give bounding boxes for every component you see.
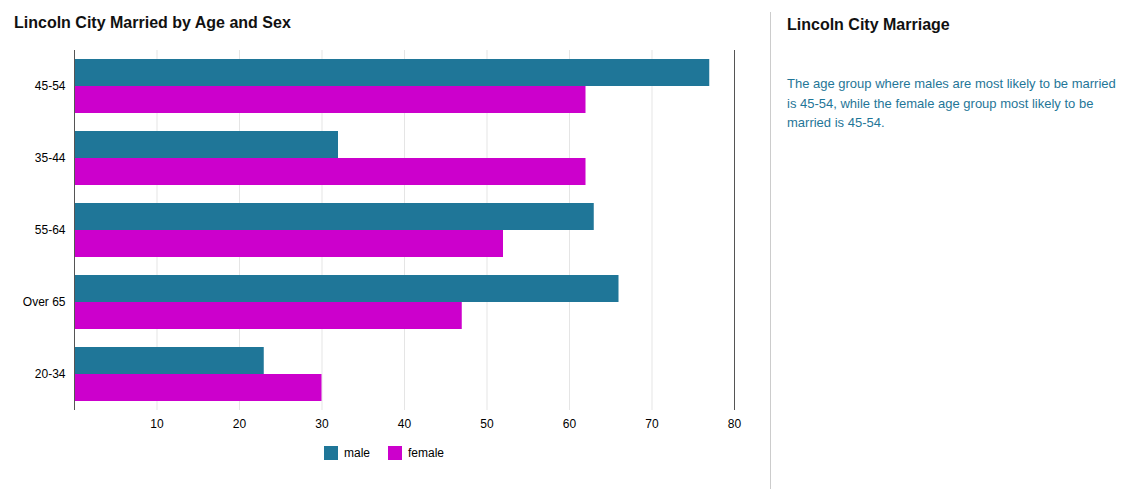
html-text:female: female bbox=[408, 446, 444, 460]
svg-text:Over 65: Over 65 bbox=[23, 295, 66, 309]
html-text:Lincoln City Marriage: Lincoln City Marriage bbox=[787, 16, 950, 33]
svg-text:35-44: 35-44 bbox=[35, 151, 66, 165]
svg-text:10: 10 bbox=[150, 417, 164, 431]
svg-text:20: 20 bbox=[233, 417, 247, 431]
svg-text:50: 50 bbox=[480, 417, 494, 431]
svg-text:60: 60 bbox=[563, 417, 577, 431]
svg-text:45-54: 45-54 bbox=[35, 79, 66, 93]
html-text:Lincoln City Married by Age an: Lincoln City Married by Age and Sex bbox=[14, 14, 291, 31]
svg-text:80: 80 bbox=[728, 417, 742, 431]
svg-text:40: 40 bbox=[398, 417, 412, 431]
html-text:male: male bbox=[344, 446, 370, 460]
svg-text:70: 70 bbox=[645, 417, 659, 431]
svg-text:55-64: 55-64 bbox=[35, 223, 66, 237]
svg-text:20-34: 20-34 bbox=[35, 367, 66, 381]
html-text:The age group where males are: The age group where males are most likel… bbox=[787, 76, 1116, 130]
svg-text:30: 30 bbox=[315, 417, 329, 431]
